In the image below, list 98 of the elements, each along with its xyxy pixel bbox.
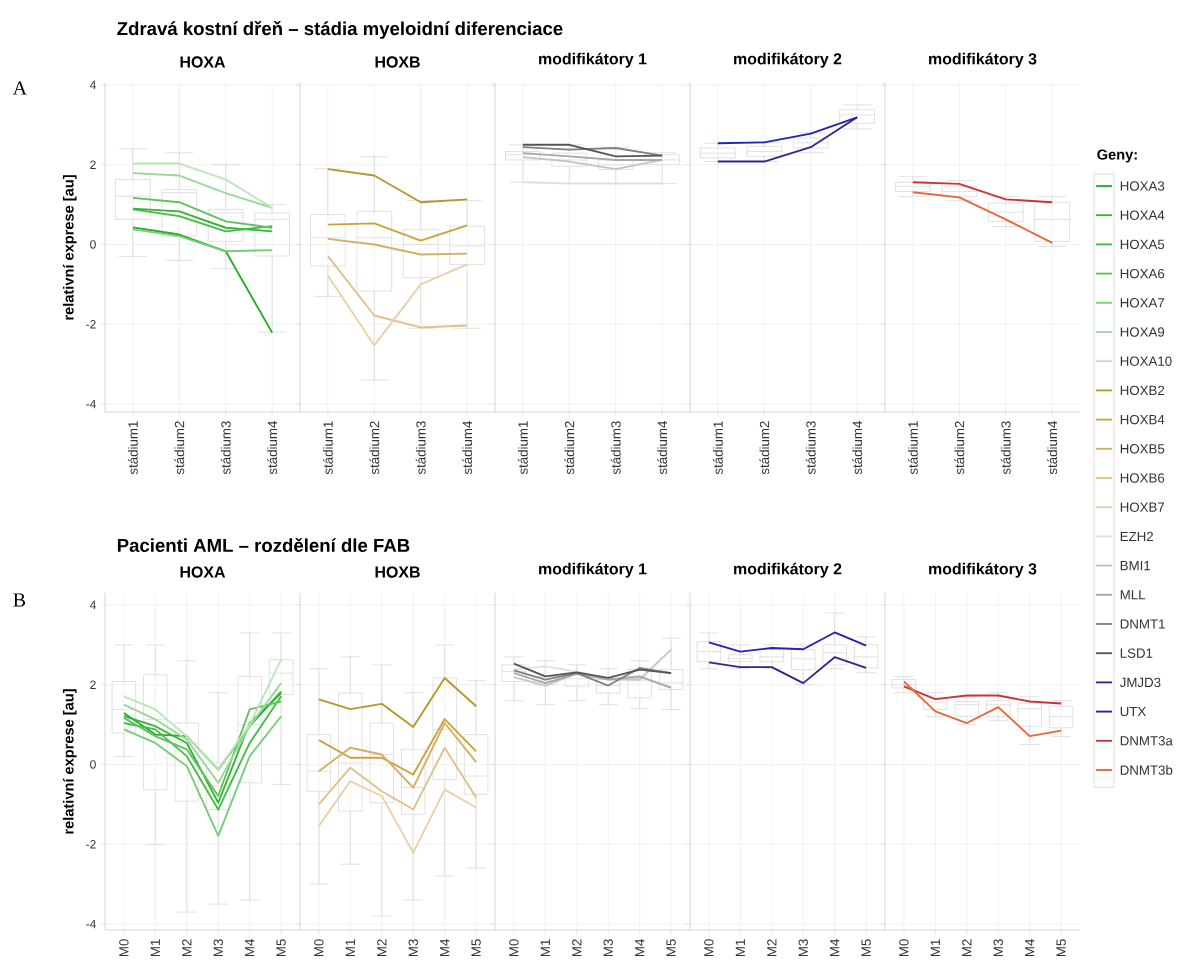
x-tick-label: M3 [798, 939, 808, 957]
text: HOXA7 [1120, 298, 1165, 308]
x-tick-label: M2 [182, 939, 192, 957]
text: DNMT1 [1120, 619, 1165, 629]
x-tick-label: M0 [509, 939, 519, 957]
chart-subtitle: modifikátory 3 [929, 562, 1037, 578]
text: HOXA3 [1120, 181, 1165, 191]
x-tick-label: stádium2 [759, 421, 770, 475]
text: HOXA4 [1120, 210, 1165, 220]
text: JMJD3 [1119, 677, 1161, 688]
x-tick-label: stádium3 [610, 421, 621, 475]
y-tick-label: 4 [89, 600, 96, 610]
chart-subtitle: HOXA [180, 566, 226, 578]
text: HOXB4 [1120, 414, 1165, 425]
x-tick-label: M0 [314, 939, 324, 957]
x-tick-label: M0 [899, 939, 909, 957]
x-tick-label: M1 [150, 939, 160, 957]
x-tick-label: stádium1 [907, 421, 918, 475]
y-tick-label: 0 [90, 760, 96, 769]
chart-subtitle: HOXB [375, 566, 420, 578]
y-axis-title: relativní exprese [au] [62, 175, 77, 320]
x-tick-label: M3 [603, 939, 613, 957]
x-tick-label: M2 [767, 939, 777, 957]
chart-subtitle: modifikátory 1 [539, 562, 647, 578]
y-tick-label: 0 [90, 240, 96, 249]
x-tick-label: M5 [276, 939, 286, 957]
x-tick-label: M1 [735, 939, 745, 957]
text: HOXA5 [1120, 239, 1165, 250]
x-tick-label: M5 [861, 939, 871, 957]
x-tick-label: stádium1 [517, 421, 528, 475]
x-tick-label: stádium2 [564, 421, 575, 475]
text: Zdravá kostní dřeň – stádia myeloidní diferenciace [117, 21, 563, 39]
legend-label: DNMT3a [1120, 736, 1173, 746]
chart-subtitle: modifikátory 1 [539, 52, 647, 68]
y-tick-label: -2 [86, 320, 96, 329]
text: HOXB5 [1120, 444, 1165, 454]
text: EZH2 [1120, 531, 1153, 542]
x-tick-label: stádium3 [805, 421, 816, 475]
text: BMI1 [1120, 561, 1151, 571]
text: HOXB7 [1120, 502, 1165, 512]
x-tick-label: M3 [408, 939, 418, 957]
chart-subtitle: modifikátory 2 [734, 52, 842, 68]
x-tick-label: stádium4 [1047, 421, 1058, 475]
x-tick-label: M5 [1056, 939, 1066, 957]
x-tick-label: M3 [213, 939, 223, 957]
x-tick-label: stádium4 [267, 421, 278, 475]
x-tick-label: M4 [440, 939, 450, 957]
x-tick-label: stádium3 [220, 421, 231, 475]
text: HOXA9 [1120, 327, 1165, 337]
x-tick-label: M4 [635, 939, 645, 957]
text: MLL [1120, 590, 1146, 600]
x-tick-label: M4 [1025, 939, 1035, 957]
x-tick-label: stádium3 [1000, 421, 1011, 475]
x-tick-label: stádium1 [712, 421, 723, 475]
chart-subtitle: HOXB [375, 56, 420, 68]
x-tick-label: M4 [830, 939, 840, 957]
text: HOXB6 [1120, 473, 1165, 483]
x-tick-label: stádium2 [954, 421, 965, 475]
text: B [13, 593, 26, 607]
text: HOXA10 [1120, 356, 1172, 366]
y-tick-label: -2 [86, 840, 96, 849]
x-tick-label: stádium1 [322, 421, 333, 475]
x-tick-label: M1 [345, 939, 355, 957]
x-tick-label: M4 [245, 939, 255, 957]
x-tick-label: M1 [930, 939, 940, 957]
x-tick-label: M1 [540, 939, 550, 957]
y-tick-label: 4 [89, 80, 96, 90]
x-tick-label: M0 [704, 939, 714, 957]
text: UTX [1120, 706, 1146, 717]
text: HOXA6 [1120, 268, 1165, 279]
y-axis-title: relativní exprese [au] [62, 689, 77, 834]
x-tick-label: M5 [666, 939, 676, 957]
x-tick-label: stádium3 [415, 421, 426, 475]
legend-label: DNMT3b [1120, 765, 1173, 775]
x-tick-label: stádium4 [657, 421, 668, 475]
x-tick-label: M2 [572, 939, 582, 957]
text: LSD1 [1120, 648, 1153, 658]
y-tick-label: 2 [90, 160, 96, 169]
x-tick-label: M0 [119, 939, 129, 957]
chart-title: Pacienti AML – rozdělení dle FAB [117, 537, 410, 553]
y-tick-label: -4 [86, 399, 96, 409]
x-tick-label: stádium4 [852, 421, 863, 475]
chart-subtitle: modifikátory 3 [929, 52, 1037, 68]
chart-subtitle: modifikátory 2 [734, 562, 842, 578]
x-tick-label: M5 [471, 939, 481, 957]
x-tick-label: stádium1 [127, 421, 138, 475]
x-tick-label: M3 [993, 939, 1003, 957]
legend-title: Geny: [1097, 149, 1137, 163]
x-tick-label: M2 [962, 939, 972, 957]
x-tick-label: stádium2 [174, 421, 185, 475]
y-tick-label: -4 [86, 919, 96, 929]
x-tick-label: stádium2 [369, 421, 380, 475]
x-tick-label: M2 [377, 939, 387, 957]
text: HOXB2 [1120, 385, 1165, 396]
text: A [12, 81, 27, 95]
x-tick-label: stádium4 [462, 421, 473, 475]
chart-subtitle: HOXA [180, 56, 226, 68]
y-tick-label: 2 [90, 680, 96, 689]
